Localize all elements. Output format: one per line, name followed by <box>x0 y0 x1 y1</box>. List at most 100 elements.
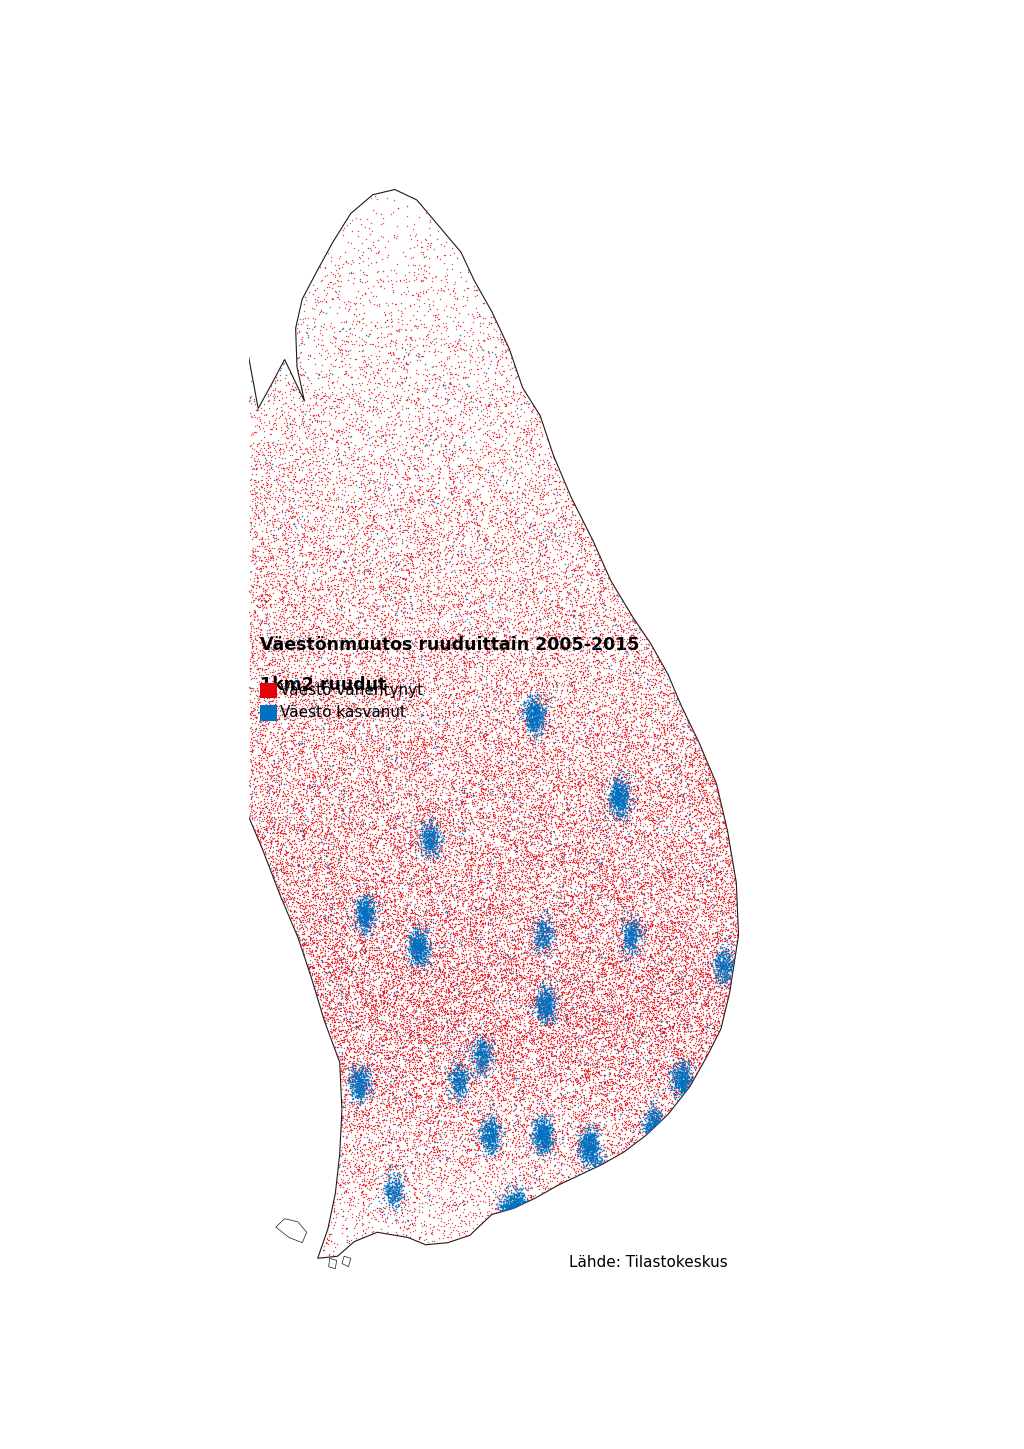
Point <box>536 1075 552 1098</box>
Point <box>274 584 291 607</box>
Point <box>371 826 387 849</box>
Point <box>594 1011 610 1035</box>
Point <box>367 849 383 872</box>
Point <box>398 496 415 519</box>
Point <box>479 1133 496 1156</box>
Point <box>407 781 423 804</box>
Point <box>408 1094 424 1117</box>
Point <box>395 851 412 874</box>
Point <box>500 977 516 1000</box>
Point <box>251 527 267 551</box>
Point <box>497 651 513 674</box>
Point <box>535 1126 551 1149</box>
Point <box>325 958 341 981</box>
Point <box>498 1107 514 1130</box>
Point <box>505 1194 521 1217</box>
Point <box>326 951 342 974</box>
Point <box>610 768 627 791</box>
Point <box>318 924 335 948</box>
Point <box>493 745 509 768</box>
Point <box>442 501 459 525</box>
Point <box>617 1030 634 1053</box>
Point <box>475 1143 492 1166</box>
Point <box>361 997 378 1020</box>
Point <box>404 927 421 951</box>
Point <box>252 730 268 753</box>
Point <box>684 981 700 1004</box>
Point <box>259 623 275 646</box>
Point <box>287 649 303 672</box>
Point <box>503 1030 519 1053</box>
Point <box>397 1074 414 1097</box>
Point <box>462 829 478 852</box>
Point <box>521 922 538 945</box>
Point <box>482 1130 499 1153</box>
Point <box>423 985 439 1009</box>
Point <box>336 884 352 907</box>
Point <box>571 823 588 846</box>
Point <box>421 406 437 429</box>
Point <box>710 962 726 985</box>
Point <box>410 929 426 952</box>
Point <box>319 640 336 664</box>
Point <box>380 1048 396 1071</box>
Point <box>415 824 431 848</box>
Point <box>442 971 459 994</box>
Point <box>616 748 633 771</box>
Point <box>559 1019 575 1042</box>
Point <box>717 959 733 982</box>
Point <box>472 1143 488 1166</box>
Point <box>549 610 565 633</box>
Point <box>650 990 667 1013</box>
Point <box>421 371 437 394</box>
Point <box>357 1114 374 1137</box>
Point <box>604 878 621 901</box>
Point <box>412 930 428 953</box>
Point <box>314 940 331 964</box>
Point <box>655 946 672 969</box>
Point <box>401 765 418 788</box>
Point <box>600 930 616 953</box>
Point <box>416 997 432 1020</box>
Point <box>486 1126 503 1149</box>
Point <box>485 1032 502 1055</box>
Point <box>325 568 341 591</box>
Point <box>351 914 368 938</box>
Point <box>487 1120 504 1143</box>
Point <box>268 822 285 845</box>
Point <box>473 711 489 735</box>
Point <box>589 655 605 678</box>
Point <box>527 761 544 784</box>
Point <box>395 832 412 855</box>
Point <box>603 648 620 671</box>
Point <box>411 554 427 577</box>
Point <box>401 1024 418 1048</box>
Point <box>486 581 503 604</box>
Point <box>578 864 594 887</box>
Point <box>614 649 631 672</box>
Point <box>300 787 316 810</box>
Point <box>412 542 428 565</box>
Point <box>401 811 418 835</box>
Point <box>602 951 618 974</box>
Point <box>495 704 511 727</box>
Point <box>594 1022 610 1045</box>
Point <box>692 871 709 894</box>
Point <box>602 798 618 822</box>
Point <box>313 927 330 951</box>
Point <box>409 1146 425 1169</box>
Point <box>594 1046 610 1069</box>
Point <box>526 926 543 949</box>
Point <box>441 597 458 620</box>
Point <box>460 1085 476 1108</box>
Point <box>406 474 422 497</box>
Point <box>509 862 525 885</box>
Point <box>318 893 335 916</box>
Point <box>437 733 454 756</box>
Point <box>290 882 306 906</box>
Point <box>372 701 388 724</box>
Point <box>334 798 350 822</box>
Point <box>348 348 365 371</box>
Point <box>523 406 540 429</box>
Point <box>717 875 733 898</box>
